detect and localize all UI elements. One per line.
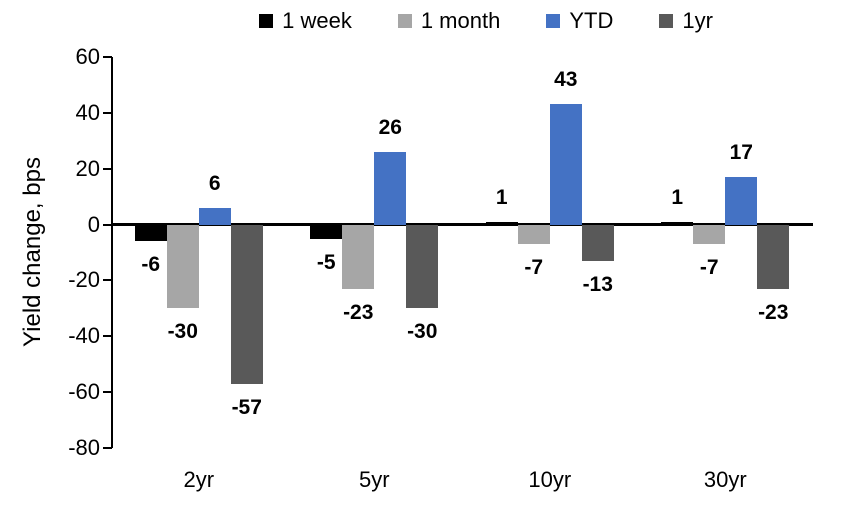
legend-item: 1yr [659, 8, 713, 34]
y-axis-tick-mark [103, 335, 112, 338]
legend-label: 1 week [282, 8, 352, 33]
bar-value-label: -7 [699, 256, 719, 280]
legend-label: YTD [569, 8, 614, 33]
y-axis-tick-label: 40 [75, 99, 100, 125]
legend-label: 1 month [420, 8, 501, 33]
y-axis-tick-mark [103, 279, 112, 282]
bar-value-label: -30 [167, 320, 198, 344]
bar-YTD-10yr [549, 104, 582, 225]
bar-1-month-2yr [166, 224, 199, 309]
bar-value-label: -13 [582, 272, 613, 296]
bar-value-label: 1 [671, 185, 684, 209]
bar-value-label: 6 [208, 171, 221, 195]
y-axis-tick-mark [103, 391, 112, 394]
bar-value-label: 17 [729, 141, 753, 165]
bar-value-label: -6 [141, 253, 161, 277]
bar-1yr-30yr [757, 224, 790, 289]
legend-swatch-icon [397, 14, 412, 28]
bar-1-month-10yr [517, 224, 550, 245]
bar-value-label: 26 [378, 115, 402, 139]
bar-1-week-10yr [485, 221, 518, 225]
x-axis-category-label: 2yr [183, 467, 215, 492]
y-axis-tick-label: 20 [75, 155, 100, 181]
legend-item: 1 month [397, 8, 501, 34]
bar-value-label: 1 [495, 185, 508, 209]
bar-1-week-30yr [661, 221, 694, 225]
y-axis-tick-label: -80 [68, 435, 100, 460]
bar-1-week-5yr [310, 224, 343, 239]
bar-YTD-2yr [198, 207, 231, 225]
bar-YTD-30yr [725, 177, 758, 225]
legend-label: 1yr [682, 8, 713, 33]
y-axis-tick-mark [103, 447, 112, 449]
legend-swatch-icon [546, 14, 561, 28]
bar-1-month-5yr [342, 224, 375, 289]
x-axis-category-label: 30yr [703, 467, 747, 492]
y-axis-tick-mark [103, 223, 112, 226]
y-axis-tick-mark [103, 111, 112, 114]
y-axis-line [111, 57, 113, 448]
y-axis-title: Yield change, bps [19, 157, 46, 347]
bar-1yr-5yr [406, 224, 439, 309]
bar-1-month-30yr [693, 224, 726, 245]
bar-1yr-10yr [581, 224, 614, 261]
y-axis-tick-mark [103, 167, 112, 170]
bar-value-label: -7 [524, 256, 544, 280]
y-axis-tick-label: 60 [75, 44, 100, 69]
x-axis-category-label: 10yr [528, 467, 572, 492]
y-axis-tick-label: -20 [68, 267, 100, 293]
x-axis-category-label: 5yr [358, 467, 390, 492]
legend: 1 week 1 month YTD 1yr [160, 8, 812, 34]
bar-value-label: -30 [407, 320, 438, 344]
x-axis-zero-line [111, 223, 813, 227]
legend-item: YTD [546, 8, 613, 34]
bar-1yr-2yr [230, 224, 263, 384]
bar-value-label: -5 [316, 250, 336, 274]
legend-swatch-icon [259, 14, 274, 28]
legend-swatch-icon [659, 14, 674, 28]
y-axis-tick-label: -40 [68, 323, 100, 349]
y-axis-tick-label: -60 [68, 379, 100, 405]
bar-YTD-5yr [374, 151, 407, 225]
bar-1-week-2yr [134, 224, 167, 242]
legend-item: 1 week [259, 8, 352, 34]
bar-value-label: 43 [554, 68, 578, 92]
bar-value-label: -57 [231, 395, 262, 419]
bar-value-label: -23 [343, 300, 374, 324]
y-axis-tick-mark [103, 56, 112, 58]
y-axis-tick-label: 0 [87, 211, 100, 237]
bar-value-label: -23 [758, 300, 789, 324]
